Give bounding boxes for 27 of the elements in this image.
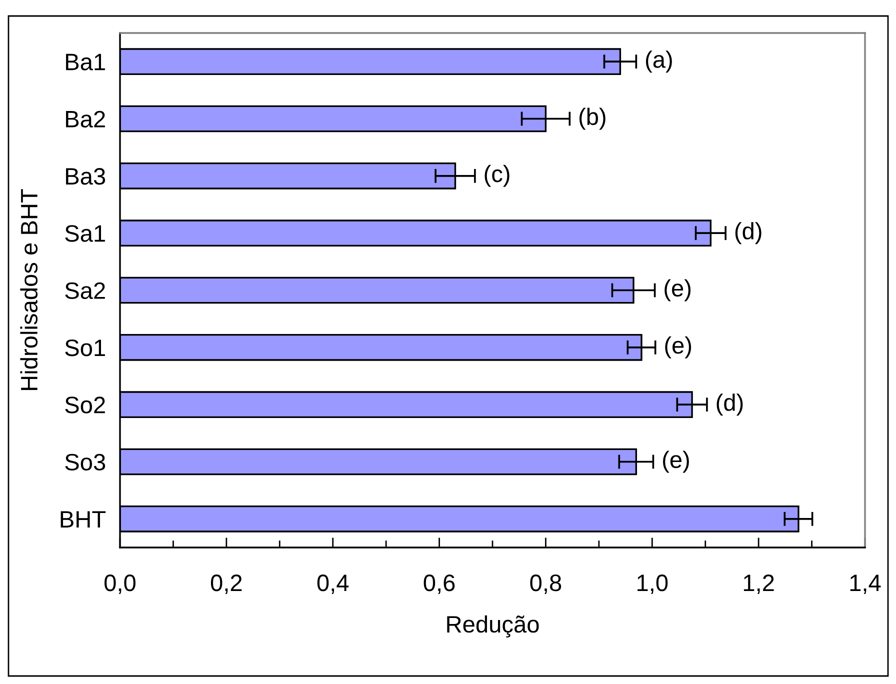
x-tick-label: 0,6 <box>424 574 455 594</box>
y-tick-label: Sa2 <box>65 282 105 300</box>
annotation: (e) <box>663 450 689 473</box>
x-tick-label: 0,2 <box>210 574 242 594</box>
y-tick-label: BHT <box>60 511 106 528</box>
annotation: (d) <box>735 222 762 244</box>
annotation: (e) <box>664 279 691 302</box>
y-tick-label: So2 <box>65 396 105 414</box>
y-tick-label: Ba2 <box>66 110 105 128</box>
x-axis-title: Redução <box>447 615 539 638</box>
y-tick-label: So1 <box>65 339 105 356</box>
annotation: (e) <box>665 336 692 358</box>
y-tick-label: Sa1 <box>65 225 105 242</box>
annotation: (c) <box>484 164 510 187</box>
annotation: (d) <box>716 394 743 416</box>
x-tick-label: 0,8 <box>530 574 562 594</box>
x-tick-label: 1,4 <box>850 574 881 594</box>
y-tick-label: So3 <box>65 454 106 471</box>
x-tick-label: 1,2 <box>744 574 774 594</box>
x-tick-label: 0,4 <box>317 574 349 594</box>
y-tick-label: Ba1 <box>66 54 105 70</box>
y-axis-title: Hidrolisados e BHT <box>20 189 38 390</box>
x-tick-label: 1,0 <box>638 574 668 594</box>
y-tick-label: Ba3 <box>66 168 106 185</box>
annotation: (a) <box>646 50 672 73</box>
x-tick-label: 0,0 <box>104 574 136 594</box>
annotation: (b) <box>579 108 606 130</box>
